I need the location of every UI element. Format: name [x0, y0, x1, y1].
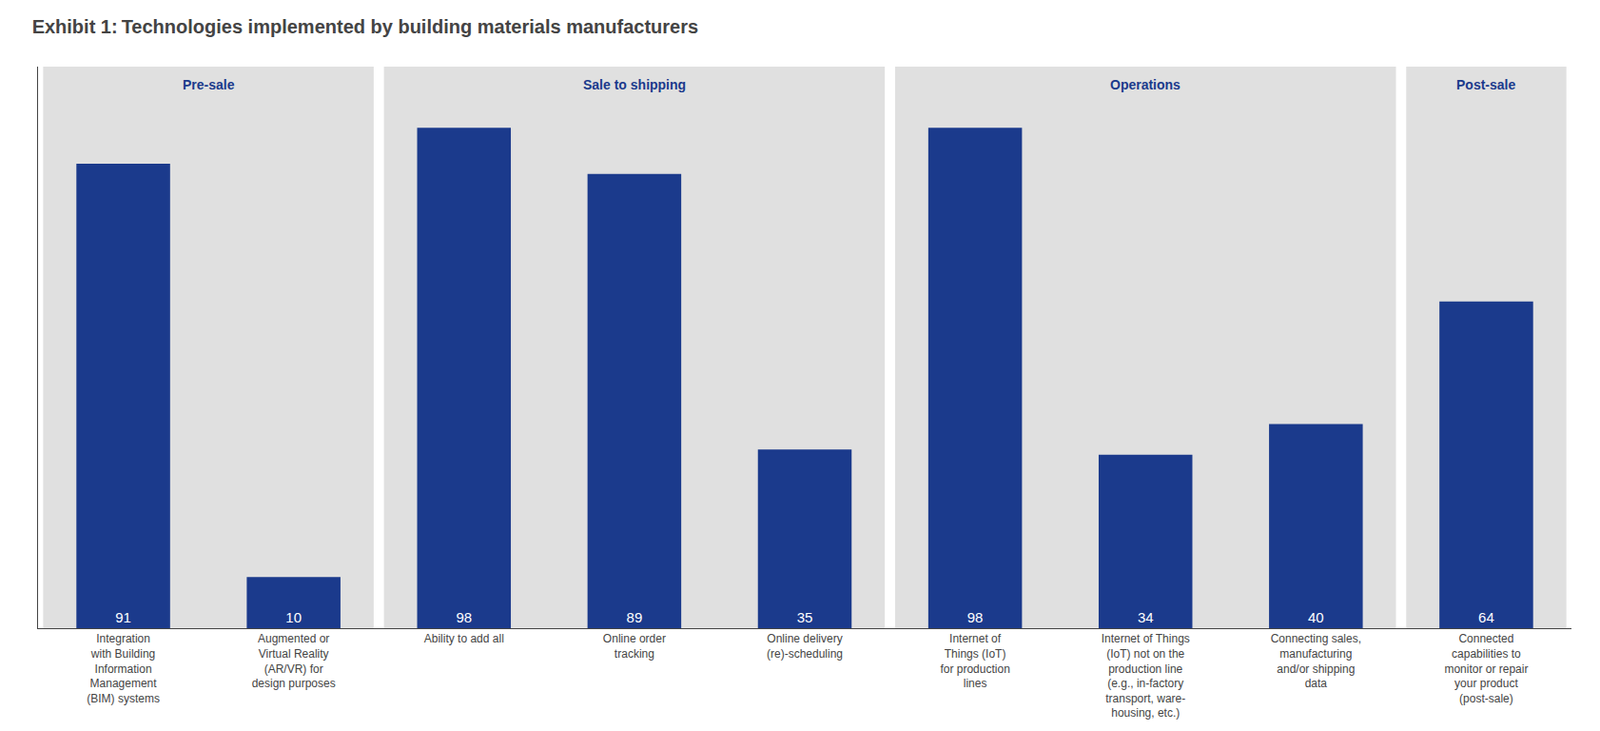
svg-text:98: 98: [967, 608, 984, 625]
svg-text:64: 64: [1478, 608, 1495, 625]
svg-text:40: 40: [1307, 608, 1325, 625]
svg-text:91: 91: [115, 608, 132, 625]
svg-text:35: 35: [797, 608, 814, 625]
svg-text:Internet of Things(IoT) not on: Internet of Things(IoT) not on theproduc…: [1101, 631, 1191, 720]
svg-text:Online ordertracking: Online ordertracking: [603, 631, 666, 661]
svg-text:Augmented orVirtual Reality(AR: Augmented orVirtual Reality(AR/VR) forde…: [252, 631, 336, 690]
svg-text:Sale to shipping: Sale to shipping: [583, 77, 686, 93]
svg-text:Exhibit 1: Technologies implem: Exhibit 1: Technologies implemented by b…: [32, 16, 699, 38]
svg-text:Integrationwith BuildingInform: Integrationwith BuildingInformationManag…: [86, 631, 160, 704]
svg-text:10: 10: [285, 608, 302, 625]
svg-text:Internet ofThings (IoT)for pro: Internet ofThings (IoT)for productionlin…: [939, 631, 1010, 690]
svg-text:Connectedcapabilities tomonito: Connectedcapabilities tomonitor or repai…: [1443, 631, 1528, 704]
svg-text:Ability to add all: Ability to add all: [424, 631, 505, 645]
svg-text:34: 34: [1137, 608, 1154, 625]
svg-text:89: 89: [626, 608, 644, 625]
svg-text:Post-sale: Post-sale: [1456, 77, 1516, 93]
svg-text:98: 98: [455, 608, 472, 625]
svg-text:Online delivery(re)-scheduling: Online delivery(re)-scheduling: [766, 631, 843, 661]
svg-text:Connecting sales,manufacturing: Connecting sales,manufacturingand/or shi…: [1270, 631, 1362, 690]
svg-text:Operations: Operations: [1110, 77, 1181, 93]
svg-text:Pre-sale: Pre-sale: [182, 77, 235, 93]
